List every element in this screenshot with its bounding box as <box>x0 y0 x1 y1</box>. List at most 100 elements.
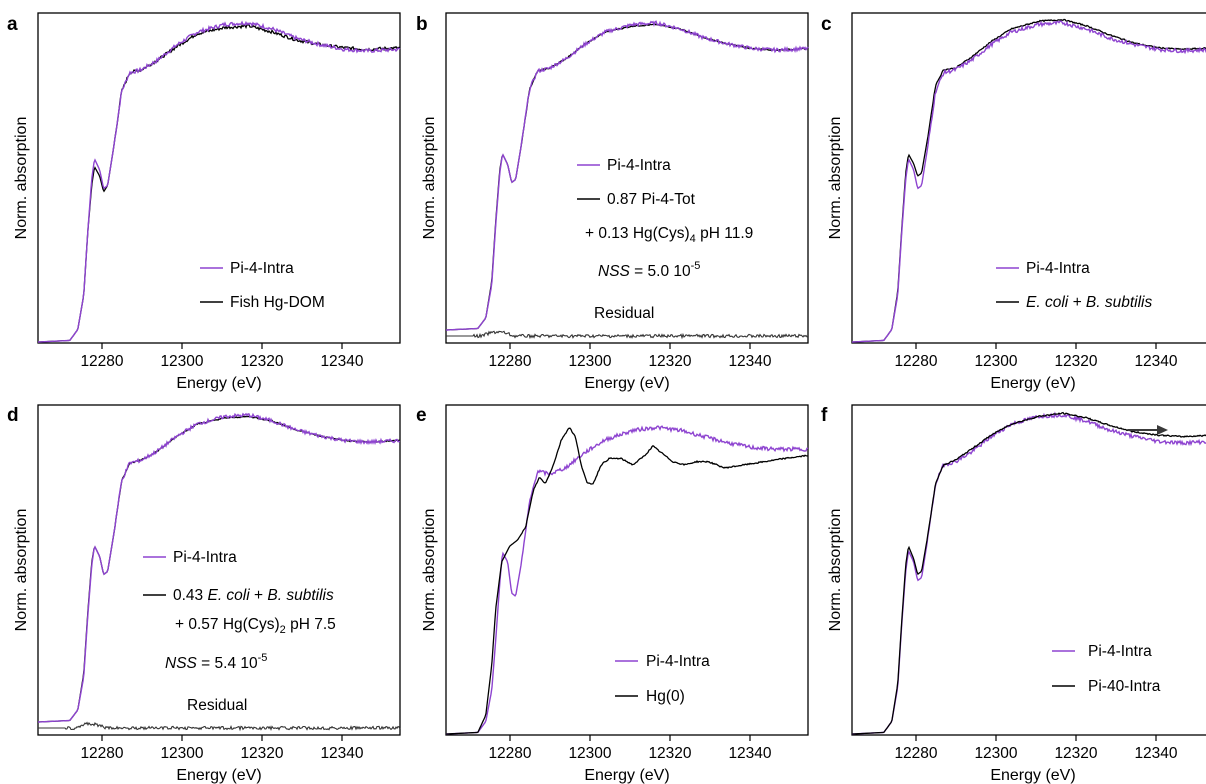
panel-a-xlabel: Energy (eV) <box>176 375 261 392</box>
panel-c-ylabel: Norm. absorption <box>827 117 844 240</box>
panel-d-tick-label: 12300 <box>160 745 203 762</box>
panel-a-letter: a <box>7 14 18 35</box>
panel-f-letter: f <box>821 405 828 426</box>
panel-e-legend: Pi-4-Intra Hg(0) <box>615 653 710 705</box>
panel-d-nss-label: NSS = 5.4 10-5 <box>165 652 267 672</box>
panel-e-tick-label: 12300 <box>568 745 611 762</box>
panel-d-plot <box>38 412 401 732</box>
panel-d-ylabel: Norm. absorption <box>13 509 30 632</box>
panel-a-tick-label: 12300 <box>160 353 203 370</box>
panel-f-series-sample <box>852 411 1206 735</box>
panel-c-series-sample <box>852 20 1206 343</box>
panel-c-frame <box>851 12 1206 344</box>
panel-b-plot <box>446 20 809 340</box>
panel-b-nss-label: NSS = 5.0 10-5 <box>598 260 700 280</box>
panel-d-xticks: 12280 12300 12320 12340 <box>80 735 364 762</box>
panel-d-series-residual <box>38 721 401 732</box>
panel-b-tick-label: 12300 <box>568 353 611 370</box>
panel-c: c Norm. absorption Energy (eV) 12280 123… <box>821 12 1206 392</box>
panel-b-series-sample <box>446 20 809 331</box>
panel-c-tick-label: 12280 <box>894 353 937 370</box>
panel-a-tick-label: 12320 <box>240 353 283 370</box>
panel-d-letter: d <box>7 405 19 426</box>
panel-d-series-sample <box>38 412 401 723</box>
panel-d-xlabel: Energy (eV) <box>176 767 261 784</box>
panel-f-xticks: 12280 12300 12320 12340 <box>894 735 1178 762</box>
panel-d-legend: Pi-4-Intra 0.43 E. coli + B. subtilis + … <box>143 549 336 714</box>
panel-e-tick-label: 12280 <box>488 745 531 762</box>
panel-b-residual-label: Residual <box>594 305 654 322</box>
panel-c-letter: c <box>821 14 832 35</box>
panel-c-tick-label: 12300 <box>974 353 1017 370</box>
panel-a-series-sample <box>38 20 401 343</box>
panel-f-legend-label: Pi-4-Intra <box>1088 643 1152 660</box>
panel-a-plot <box>38 20 401 343</box>
panel-d: d Norm. absorption Energy (eV) 12280 123… <box>7 404 401 784</box>
panel-b-tick-label: 12280 <box>488 353 531 370</box>
panel-f-series-reference <box>852 411 1206 735</box>
panel-e-ylabel: Norm. absorption <box>421 509 438 632</box>
panel-c-tick-label: 12320 <box>1054 353 1097 370</box>
panel-b-ylabel: Norm. absorption <box>421 117 438 240</box>
panel-b-letter: b <box>416 14 428 35</box>
panel-e-letter: e <box>416 405 427 426</box>
panel-b-series-residual <box>446 330 809 340</box>
panel-a-frame <box>37 12 401 344</box>
panel-b-frame <box>445 12 809 344</box>
panel-c-legend-label: Pi-4-Intra <box>1026 260 1090 277</box>
panel-f-tick-label: 12300 <box>974 745 1017 762</box>
panel-e-series-sample <box>446 425 809 735</box>
panel-b-legend: Pi-4-Intra 0.87 Pi-4-Tot + 0.13 Hg(Cys)4… <box>577 157 753 322</box>
panel-a-legend-label: Pi-4-Intra <box>230 260 294 277</box>
panel-e-legend-label: Pi-4-Intra <box>646 653 710 670</box>
panel-a-series-reference <box>38 23 401 343</box>
panel-a-legend-label: Fish Hg-DOM <box>230 294 325 311</box>
panel-c-legend: Pi-4-Intra E. coli + B. subtilis <box>996 260 1152 311</box>
right-arrow-icon <box>1128 425 1168 435</box>
panel-b: b Norm. absorption Energy (eV) 12280 123… <box>416 12 809 392</box>
panel-f-plot <box>852 411 1206 735</box>
panel-e-tick-label: 12340 <box>728 745 771 762</box>
panel-c-legend-label: E. coli + B. subtilis <box>1026 294 1152 311</box>
panel-b-tick-label: 12320 <box>648 353 691 370</box>
panel-e-legend-label: Hg(0) <box>646 688 685 705</box>
panel-b-tick-label: 12340 <box>728 353 771 370</box>
panel-e-xticks: 12280 12300 12320 12340 <box>488 735 772 762</box>
panel-c-xlabel: Energy (eV) <box>990 375 1075 392</box>
panel-f-tick-label: 12280 <box>894 745 937 762</box>
panel-e-series-reference <box>446 427 809 735</box>
panel-d-legend-label: Pi-4-Intra <box>173 549 237 566</box>
panel-e-xlabel: Energy (eV) <box>584 767 669 784</box>
panel-d-tick-label: 12340 <box>320 745 363 762</box>
panel-a-legend: Pi-4-Intra Fish Hg-DOM <box>200 260 325 311</box>
panel-c-tick-label: 12340 <box>1134 353 1177 370</box>
panel-d-frame <box>37 404 401 736</box>
panel-f-frame <box>851 404 1206 736</box>
panel-b-legend-label: 0.87 Pi-4-Tot <box>607 191 696 208</box>
panel-f-tick-label: 12320 <box>1054 745 1097 762</box>
panel-c-plot <box>852 18 1206 343</box>
panel-b-series-fit <box>446 23 809 331</box>
panel-d-tick-label: 12320 <box>240 745 283 762</box>
panel-e-frame <box>445 404 809 736</box>
panel-a: a Norm. absorption Energy (eV) 12280 123… <box>7 12 401 392</box>
panel-b-legend-label: Pi-4-Intra <box>607 157 671 174</box>
panel-c-xticks: 12280 12300 12320 12340 <box>894 343 1178 370</box>
panel-b-xlabel: Energy (eV) <box>584 375 669 392</box>
panel-d-tick-label: 12280 <box>80 745 123 762</box>
panel-a-tick-label: 12340 <box>320 353 363 370</box>
panel-b-legend-label-continued: + 0.13 Hg(Cys)4 pH 11.9 <box>585 225 753 245</box>
panel-f-ylabel: Norm. absorption <box>827 509 844 632</box>
panel-f-legend-label: Pi-40-Intra <box>1088 678 1161 695</box>
panel-e-tick-label: 12320 <box>648 745 691 762</box>
panel-f-xlabel: Energy (eV) <box>990 767 1075 784</box>
panel-d-legend-label-continued: + 0.57 Hg(Cys)2 pH 7.5 <box>175 616 336 636</box>
panel-f-tick-label: 12340 <box>1134 745 1177 762</box>
panel-b-xticks: 12280 12300 12320 12340 <box>488 343 772 370</box>
panel-a-ylabel: Norm. absorption <box>13 117 30 240</box>
panel-a-xticks: 12280 12300 12320 12340 <box>80 343 364 370</box>
panel-e-plot <box>446 425 809 735</box>
panel-d-legend-label: 0.43 E. coli + B. subtilis <box>173 587 334 604</box>
panel-d-series-fit <box>38 415 401 723</box>
